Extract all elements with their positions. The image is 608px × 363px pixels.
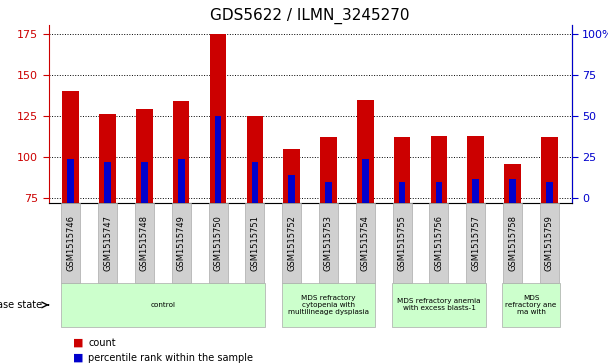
Bar — [247, 116, 263, 203]
Bar — [468, 136, 484, 203]
Text: percentile rank within the sample: percentile rank within the sample — [88, 352, 253, 363]
Text: GSM1515754: GSM1515754 — [361, 215, 370, 271]
Bar — [325, 182, 332, 203]
Text: disease state: disease state — [0, 300, 43, 310]
Text: MDS refractory anemia
with excess blasts-1: MDS refractory anemia with excess blasts… — [397, 298, 481, 311]
Bar — [541, 138, 558, 203]
Bar — [472, 179, 479, 203]
Bar — [288, 175, 295, 203]
Text: ■: ■ — [73, 352, 83, 363]
Text: GSM1515746: GSM1515746 — [66, 215, 75, 271]
Bar — [394, 138, 410, 203]
Text: GSM1515752: GSM1515752 — [287, 215, 296, 271]
Bar — [510, 179, 516, 203]
Text: GSM1515757: GSM1515757 — [471, 215, 480, 271]
Text: GSM1515758: GSM1515758 — [508, 215, 517, 271]
Bar — [178, 159, 184, 203]
Text: GSM1515748: GSM1515748 — [140, 215, 149, 271]
Text: MDS refractory
cytopenia with
multilineage dysplasia: MDS refractory cytopenia with multilinea… — [288, 295, 369, 315]
Bar — [436, 182, 442, 203]
Text: MDS
refractory ane
ma with: MDS refractory ane ma with — [505, 295, 557, 315]
Bar — [173, 101, 190, 203]
Text: GSM1515751: GSM1515751 — [250, 215, 260, 271]
Bar — [283, 149, 300, 203]
Text: GSM1515750: GSM1515750 — [213, 215, 223, 271]
Bar — [63, 91, 79, 203]
Bar — [252, 162, 258, 203]
Bar — [136, 109, 153, 203]
Bar — [430, 136, 447, 203]
Bar — [210, 34, 226, 203]
Bar — [357, 99, 373, 203]
Text: GSM1515747: GSM1515747 — [103, 215, 112, 271]
Bar — [399, 182, 406, 203]
Text: control: control — [150, 302, 175, 308]
Text: GSM1515755: GSM1515755 — [398, 215, 407, 271]
Bar — [546, 182, 553, 203]
Text: ■: ■ — [73, 338, 83, 348]
Title: GDS5622 / ILMN_3245270: GDS5622 / ILMN_3245270 — [210, 8, 410, 24]
Bar — [104, 162, 111, 203]
Text: GSM1515759: GSM1515759 — [545, 215, 554, 271]
Bar — [320, 138, 337, 203]
Bar — [99, 114, 116, 203]
Text: GSM1515753: GSM1515753 — [324, 215, 333, 271]
Bar — [504, 164, 521, 203]
Text: GSM1515756: GSM1515756 — [435, 215, 443, 271]
Bar — [141, 162, 148, 203]
Text: GSM1515749: GSM1515749 — [177, 215, 185, 271]
Text: count: count — [88, 338, 116, 348]
Bar — [362, 159, 368, 203]
Bar — [215, 116, 221, 203]
Bar — [67, 159, 74, 203]
